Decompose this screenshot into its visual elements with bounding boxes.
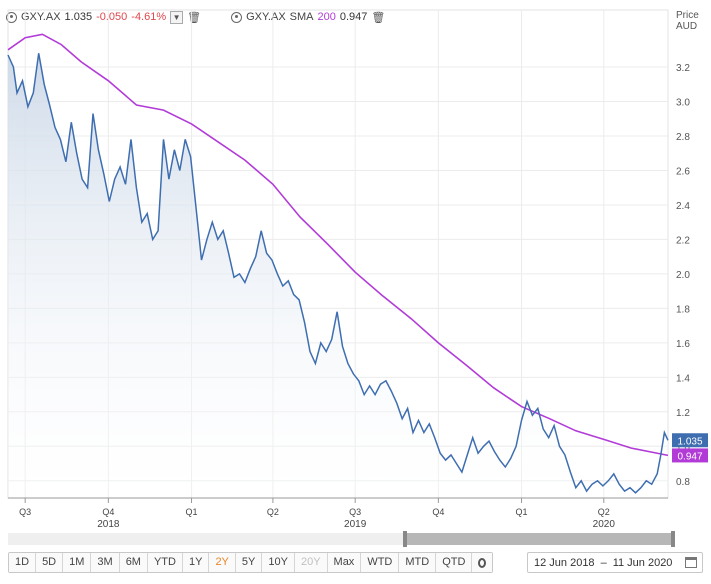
range-button-10y[interactable]: 10Y bbox=[262, 553, 295, 572]
x-tick-label: Q1 bbox=[186, 507, 198, 517]
sma-trash-icon[interactable]: 🗑 bbox=[371, 11, 386, 24]
x-tick-year: 2020 bbox=[593, 519, 616, 530]
range-button-bar: 1D 5D 1M 3M 6M YTD 1Y 2Y 5Y 10Y 20Y Max WTD MTD QTD bbox=[8, 552, 494, 573]
legend-sma-ticker: GXY.AX bbox=[246, 11, 286, 23]
range-button-qtd[interactable]: QTD bbox=[436, 553, 473, 572]
y-axis-unit: AUD bbox=[676, 21, 697, 32]
sma-settings-icon[interactable] bbox=[231, 11, 243, 23]
date-range-separator: – bbox=[600, 556, 607, 569]
date-range-start[interactable]: 12 Jun 2018 bbox=[534, 556, 595, 569]
settings-button[interactable] bbox=[472, 553, 493, 572]
legend-sma-value: 0.947 bbox=[339, 11, 368, 23]
legend-sma-label: SMA bbox=[289, 11, 314, 23]
price-area bbox=[8, 53, 668, 498]
x-tick-label: Q2 bbox=[267, 507, 279, 517]
y-tick-label: 3.2 bbox=[676, 63, 690, 74]
range-button-5d[interactable]: 5D bbox=[36, 553, 64, 572]
x-tick-year: 2018 bbox=[97, 519, 120, 530]
trash-icon[interactable]: 🗑 bbox=[187, 11, 202, 24]
series-settings-icon[interactable] bbox=[6, 11, 17, 23]
price-chart[interactable]: Price AUD 0.8 1.0 1.2 1.4 1.6 1.8 2.0 2.2 2.4 2.6… bbox=[0, 0, 711, 530]
x-tick-label: Q2 bbox=[598, 507, 610, 517]
y-tick-label: 2.2 bbox=[676, 235, 690, 246]
y-tick-label: 3.0 bbox=[676, 98, 690, 109]
y-axis-title: Price bbox=[676, 10, 699, 21]
date-range-picker[interactable]: 12 Jun 2018 – 11 Jun 2020 bbox=[527, 552, 703, 573]
range-button-20y: 20Y bbox=[294, 553, 328, 572]
legend-change-pct: -4.61% bbox=[131, 11, 167, 23]
range-button-2y[interactable]: 2Y bbox=[209, 553, 236, 572]
last-price-badge bbox=[672, 433, 708, 448]
y-tick-label: 2.8 bbox=[676, 132, 690, 143]
sma-200-line bbox=[7, 33, 669, 457]
navigator-handle-left[interactable] bbox=[403, 531, 407, 547]
y-tick-label: 1.8 bbox=[676, 304, 690, 315]
range-button-max[interactable]: Max bbox=[327, 553, 362, 572]
chart-legend: GXY.AX 1.035 -0.050 -4.61% ▼ 🗑 GXY.AX SM… bbox=[6, 8, 385, 26]
range-button-mtd[interactable]: MTD bbox=[399, 553, 437, 572]
gear-icon bbox=[478, 557, 487, 568]
x-tick-label: Q4 bbox=[432, 507, 444, 517]
last-price-badge-label: 1.035 bbox=[677, 436, 702, 447]
y-tick-label: 0.8 bbox=[676, 477, 690, 488]
navigator-handle-right[interactable] bbox=[671, 531, 675, 547]
legend-last-price: 1.035 bbox=[64, 11, 93, 23]
range-navigator[interactable] bbox=[8, 531, 675, 547]
legend-sma-period: 200 bbox=[317, 11, 336, 23]
sma-value-badge-label: 0.947 bbox=[677, 451, 702, 462]
x-tick-label: Q4 bbox=[102, 507, 114, 517]
range-button-1m[interactable]: 1M bbox=[63, 553, 92, 572]
y-tick-label: 1.6 bbox=[676, 339, 690, 350]
x-tick-label: Q3 bbox=[19, 507, 31, 517]
legend-change: -0.050 bbox=[96, 11, 128, 23]
y-tick-label: 1.0 bbox=[676, 442, 690, 453]
range-button-wtd[interactable]: WTD bbox=[361, 553, 400, 572]
x-tick-label: Q3 bbox=[349, 507, 361, 517]
y-tick-label: 2.4 bbox=[676, 201, 690, 212]
x-tick-year: 2019 bbox=[344, 519, 367, 530]
range-button-1d[interactable]: 1D bbox=[9, 553, 37, 572]
y-tick-label: 2.6 bbox=[676, 166, 690, 177]
range-button-6m[interactable]: 6M bbox=[119, 553, 148, 572]
range-button-3m[interactable]: 3M bbox=[91, 553, 120, 572]
calendar-icon[interactable] bbox=[685, 557, 697, 568]
range-button-ytd[interactable]: YTD bbox=[147, 553, 183, 572]
range-button-1y[interactable]: 1Y bbox=[182, 553, 210, 572]
legend-ticker: GXY.AX bbox=[21, 11, 61, 23]
date-range-end[interactable]: 11 Jun 2020 bbox=[612, 556, 673, 569]
chevron-down-icon[interactable]: ▼ bbox=[170, 10, 184, 24]
y-tick-label: 2.0 bbox=[676, 270, 690, 281]
x-tick-label: Q1 bbox=[516, 507, 528, 517]
sma-value-badge bbox=[672, 448, 708, 463]
y-tick-label: 1.4 bbox=[676, 373, 690, 384]
price-line bbox=[7, 53, 669, 494]
navigator-selection[interactable] bbox=[405, 533, 673, 545]
range-button-5y[interactable]: 5Y bbox=[235, 553, 263, 572]
y-tick-label: 1.2 bbox=[676, 408, 690, 419]
